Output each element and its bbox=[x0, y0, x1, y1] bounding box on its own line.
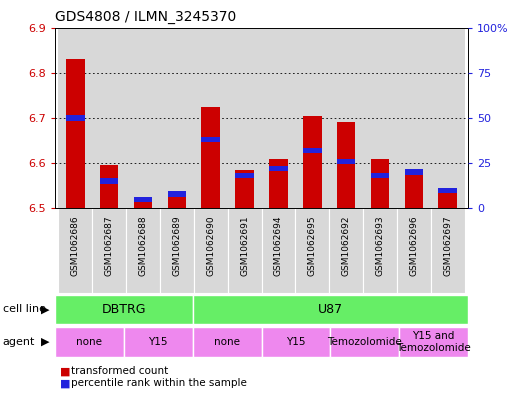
Text: none: none bbox=[214, 337, 240, 347]
Text: GSM1062696: GSM1062696 bbox=[410, 215, 418, 275]
Text: transformed count: transformed count bbox=[71, 366, 168, 376]
Bar bbox=[201, 107, 220, 208]
Bar bbox=[92, 28, 126, 208]
Bar bbox=[58, 208, 92, 293]
Text: U87: U87 bbox=[318, 303, 343, 316]
Text: agent: agent bbox=[3, 337, 35, 347]
Text: GSM1062690: GSM1062690 bbox=[206, 215, 215, 275]
Bar bbox=[303, 148, 322, 153]
Bar bbox=[363, 208, 397, 293]
Text: GSM1062688: GSM1062688 bbox=[139, 215, 147, 275]
Bar bbox=[228, 28, 262, 208]
Text: ■: ■ bbox=[60, 378, 71, 388]
Text: Y15 and
Temozolomide: Y15 and Temozolomide bbox=[396, 331, 471, 353]
Bar bbox=[329, 208, 363, 293]
Bar bbox=[66, 115, 85, 121]
Text: Temozolomide: Temozolomide bbox=[327, 337, 402, 347]
Bar bbox=[100, 178, 118, 184]
Bar bbox=[160, 28, 194, 208]
Text: GSM1062695: GSM1062695 bbox=[308, 215, 317, 275]
Bar bbox=[371, 173, 389, 178]
Bar bbox=[262, 28, 295, 208]
Bar bbox=[167, 191, 186, 196]
Bar bbox=[269, 158, 288, 208]
Text: ▶: ▶ bbox=[41, 337, 50, 347]
Text: cell line: cell line bbox=[3, 305, 46, 314]
Text: GSM1062694: GSM1062694 bbox=[274, 215, 283, 275]
Text: GSM1062697: GSM1062697 bbox=[444, 215, 452, 275]
Text: GSM1062692: GSM1062692 bbox=[342, 215, 350, 275]
Bar bbox=[262, 327, 331, 357]
Text: GSM1062691: GSM1062691 bbox=[240, 215, 249, 275]
Bar bbox=[194, 28, 228, 208]
Text: GSM1062686: GSM1062686 bbox=[71, 215, 79, 275]
Text: DBTRG: DBTRG bbox=[101, 303, 146, 316]
Bar bbox=[126, 208, 160, 293]
Text: Y15: Y15 bbox=[286, 337, 305, 347]
Bar bbox=[235, 173, 254, 178]
Bar bbox=[192, 296, 468, 324]
Bar bbox=[337, 159, 356, 164]
Bar bbox=[405, 174, 423, 208]
Bar bbox=[363, 28, 397, 208]
Bar bbox=[438, 187, 457, 193]
Bar bbox=[134, 196, 152, 202]
Bar bbox=[66, 59, 85, 208]
Bar bbox=[397, 28, 431, 208]
Bar bbox=[399, 327, 468, 357]
Bar bbox=[262, 208, 295, 293]
Bar bbox=[167, 197, 186, 208]
Bar bbox=[194, 208, 228, 293]
Bar bbox=[92, 208, 126, 293]
Bar bbox=[58, 28, 92, 208]
Text: percentile rank within the sample: percentile rank within the sample bbox=[71, 378, 246, 388]
Bar bbox=[438, 193, 457, 208]
Text: ■: ■ bbox=[60, 366, 71, 376]
Bar bbox=[295, 28, 329, 208]
Bar bbox=[431, 28, 465, 208]
Text: GSM1062693: GSM1062693 bbox=[376, 215, 384, 275]
Bar bbox=[331, 327, 399, 357]
Bar bbox=[55, 296, 192, 324]
Bar bbox=[303, 116, 322, 208]
Text: GSM1062687: GSM1062687 bbox=[105, 215, 113, 275]
Text: GDS4808 / ILMN_3245370: GDS4808 / ILMN_3245370 bbox=[55, 10, 236, 24]
Bar bbox=[134, 199, 152, 208]
Bar bbox=[124, 327, 192, 357]
Bar bbox=[329, 28, 363, 208]
Text: none: none bbox=[76, 337, 103, 347]
Text: ▶: ▶ bbox=[41, 305, 50, 314]
Text: Y15: Y15 bbox=[149, 337, 168, 347]
Bar bbox=[405, 169, 423, 175]
Bar bbox=[126, 28, 160, 208]
Bar bbox=[295, 208, 329, 293]
Bar bbox=[55, 327, 124, 357]
Bar bbox=[228, 208, 262, 293]
Bar bbox=[337, 122, 356, 208]
Bar bbox=[269, 166, 288, 171]
Bar bbox=[235, 170, 254, 208]
Bar bbox=[371, 158, 389, 208]
Bar bbox=[397, 208, 431, 293]
Bar bbox=[192, 327, 262, 357]
Bar bbox=[160, 208, 194, 293]
Bar bbox=[431, 208, 465, 293]
Bar bbox=[201, 137, 220, 142]
Bar bbox=[100, 165, 118, 208]
Text: GSM1062689: GSM1062689 bbox=[173, 215, 181, 275]
